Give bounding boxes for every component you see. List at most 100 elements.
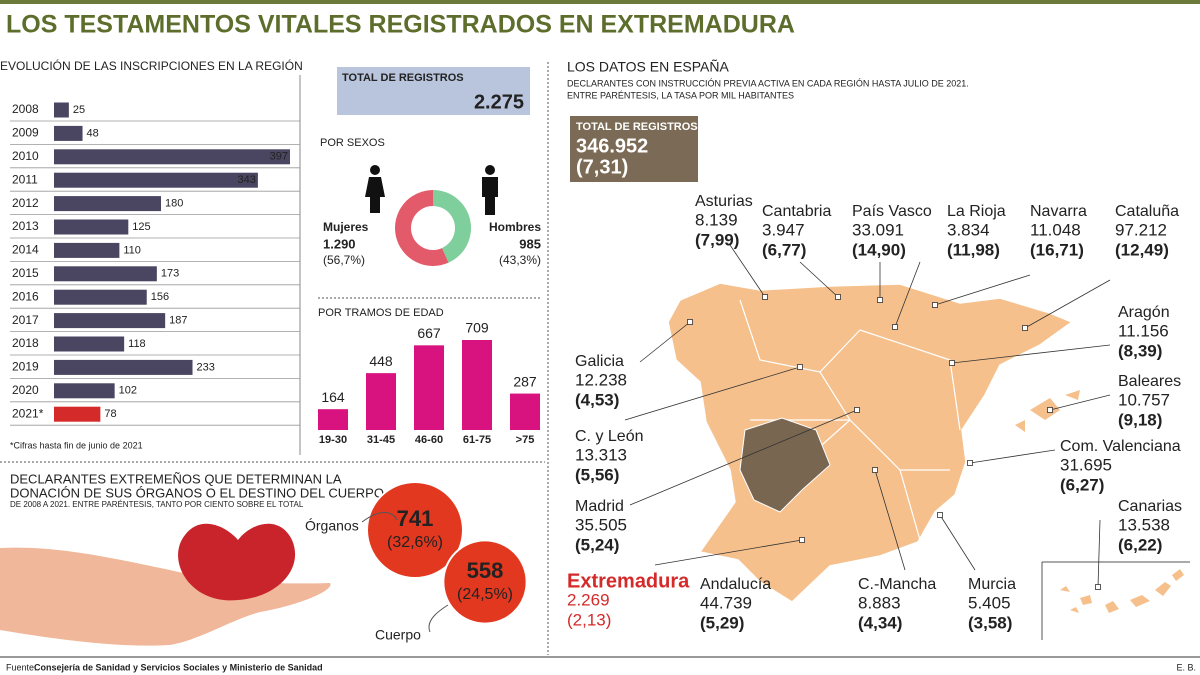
region-rate: (3,58) — [968, 613, 1012, 632]
value-label: 180 — [165, 198, 183, 210]
chart-title: POR SEXOS — [320, 137, 385, 149]
region-value: 11.156 — [1118, 321, 1169, 340]
bar — [54, 219, 129, 235]
value-label: 558 — [467, 558, 504, 583]
y-tick-label: 2014 — [12, 243, 39, 257]
region-dot — [687, 319, 693, 325]
total-label: TOTAL DE REGISTROS — [342, 72, 464, 84]
region-dot — [854, 407, 860, 413]
y-tick-label: 2008 — [12, 102, 39, 116]
y-tick-label: 2017 — [12, 313, 39, 327]
region-value: 8.883 — [858, 593, 901, 612]
region-rate: (6,22) — [1118, 535, 1162, 554]
region-value: 35.505 — [575, 515, 627, 534]
region-dot — [937, 512, 943, 518]
chart-subtitle: DE 2008 A 2021. ENTRE PARÉNTESIS, TANTO … — [10, 500, 304, 509]
chart-title: EVOLUCIÓN DE LAS INSCRIPCIONES EN LA REG… — [0, 58, 303, 73]
region-dot — [949, 360, 955, 366]
bar — [462, 340, 492, 430]
chart-title: POR TRAMOS DE EDAD — [318, 307, 444, 319]
leader-line — [629, 409, 858, 506]
region-rate: (6,27) — [1060, 475, 1104, 494]
category-label: Cuerpo — [375, 627, 421, 643]
region-rate: (4,53) — [575, 390, 619, 409]
value-label: 667 — [417, 325, 441, 341]
chart-title: DONACIÓN DE SUS ÓRGANOS O EL DESTINO DEL… — [10, 485, 384, 500]
top-rule — [0, 0, 1200, 4]
canarias-box — [1041, 561, 1190, 640]
region-name: Andalucía — [700, 576, 771, 593]
region-value: 10.757 — [1118, 390, 1170, 409]
y-tick-label: 2019 — [12, 360, 39, 374]
value-label: 985 — [519, 236, 541, 251]
value-label: 397 — [270, 151, 288, 163]
region-rate: (7,99) — [695, 230, 739, 249]
donut-slice — [395, 190, 449, 266]
chart-note: ENTRE PARÉNTESIS, LA TASA POR MIL HABITA… — [567, 90, 794, 100]
region-name: Extremadura — [567, 570, 690, 592]
bar — [414, 345, 444, 430]
value-label: 287 — [513, 373, 537, 389]
bar — [54, 172, 258, 188]
bar — [54, 125, 83, 141]
region-rate: (6,77) — [762, 240, 806, 259]
x-tick-label: 61-75 — [463, 434, 491, 446]
note: *Cifras hasta fin de junio de 2021 — [10, 440, 143, 450]
x-tick-label: >75 — [516, 434, 535, 446]
region-name: Canarias — [1118, 498, 1182, 515]
bubble — [366, 481, 464, 579]
value-label: 343 — [238, 174, 256, 186]
region-dot — [1047, 407, 1053, 413]
leader-line — [639, 321, 691, 363]
spain-total-label: TOTAL DE REGISTROS — [576, 121, 698, 133]
value-label: 709 — [465, 320, 489, 336]
canarias-shapes — [1060, 569, 1184, 613]
leader-line — [654, 539, 803, 566]
region-value: 11.048 — [1030, 220, 1081, 239]
region-rate: (14,90) — [852, 240, 906, 259]
value-label: 741 — [397, 506, 434, 531]
region-name: Com. Valenciana — [1060, 438, 1181, 455]
region-rate: (16,71) — [1030, 240, 1084, 259]
source-label: Fuente: — [6, 662, 37, 672]
leader-line — [969, 449, 1056, 464]
y-tick-label: 2013 — [12, 219, 39, 233]
region-value: 13.538 — [1118, 515, 1170, 534]
region-name: País Vasco — [852, 203, 932, 220]
bar — [54, 289, 147, 305]
bar — [54, 102, 69, 118]
value-label: 125 — [132, 221, 150, 233]
chart-title: LOS DATOS EN ESPAÑA — [567, 59, 729, 75]
region-name: C. y León — [575, 428, 643, 445]
region-name: Murcia — [968, 576, 1016, 593]
bar — [54, 242, 120, 258]
bar — [54, 266, 157, 282]
value-label: 110 — [123, 244, 141, 256]
x-tick-label: 19-30 — [319, 434, 347, 446]
man-icon — [482, 165, 498, 215]
region-rate: (2,13) — [567, 610, 611, 629]
region-dot — [1095, 584, 1101, 590]
region-dot — [1022, 325, 1028, 331]
woman-icon — [365, 165, 385, 213]
region-dot — [797, 364, 803, 370]
value-label: 233 — [197, 361, 215, 373]
value-label: 173 — [161, 268, 179, 280]
region-dot — [835, 294, 841, 300]
y-tick-label: 2021* — [12, 406, 44, 420]
region-name: C.-Mancha — [858, 576, 936, 593]
value-label: 118 — [128, 338, 146, 350]
region-dot — [892, 324, 898, 330]
source-text: Consejería de Sanidad y Servicios Social… — [34, 662, 323, 672]
region-name: Cataluña — [1115, 203, 1179, 220]
heart — [178, 523, 296, 601]
extremadura-shape — [739, 417, 831, 513]
leader-line — [729, 244, 766, 298]
region-borders — [739, 299, 961, 541]
y-tick-label: 2011 — [12, 172, 38, 186]
category-label: Hombres — [489, 220, 541, 234]
percent-label: (43,3%) — [499, 253, 541, 267]
value-label: 25 — [73, 104, 85, 116]
y-tick-label: 2015 — [12, 266, 39, 280]
region-dot — [967, 460, 973, 466]
